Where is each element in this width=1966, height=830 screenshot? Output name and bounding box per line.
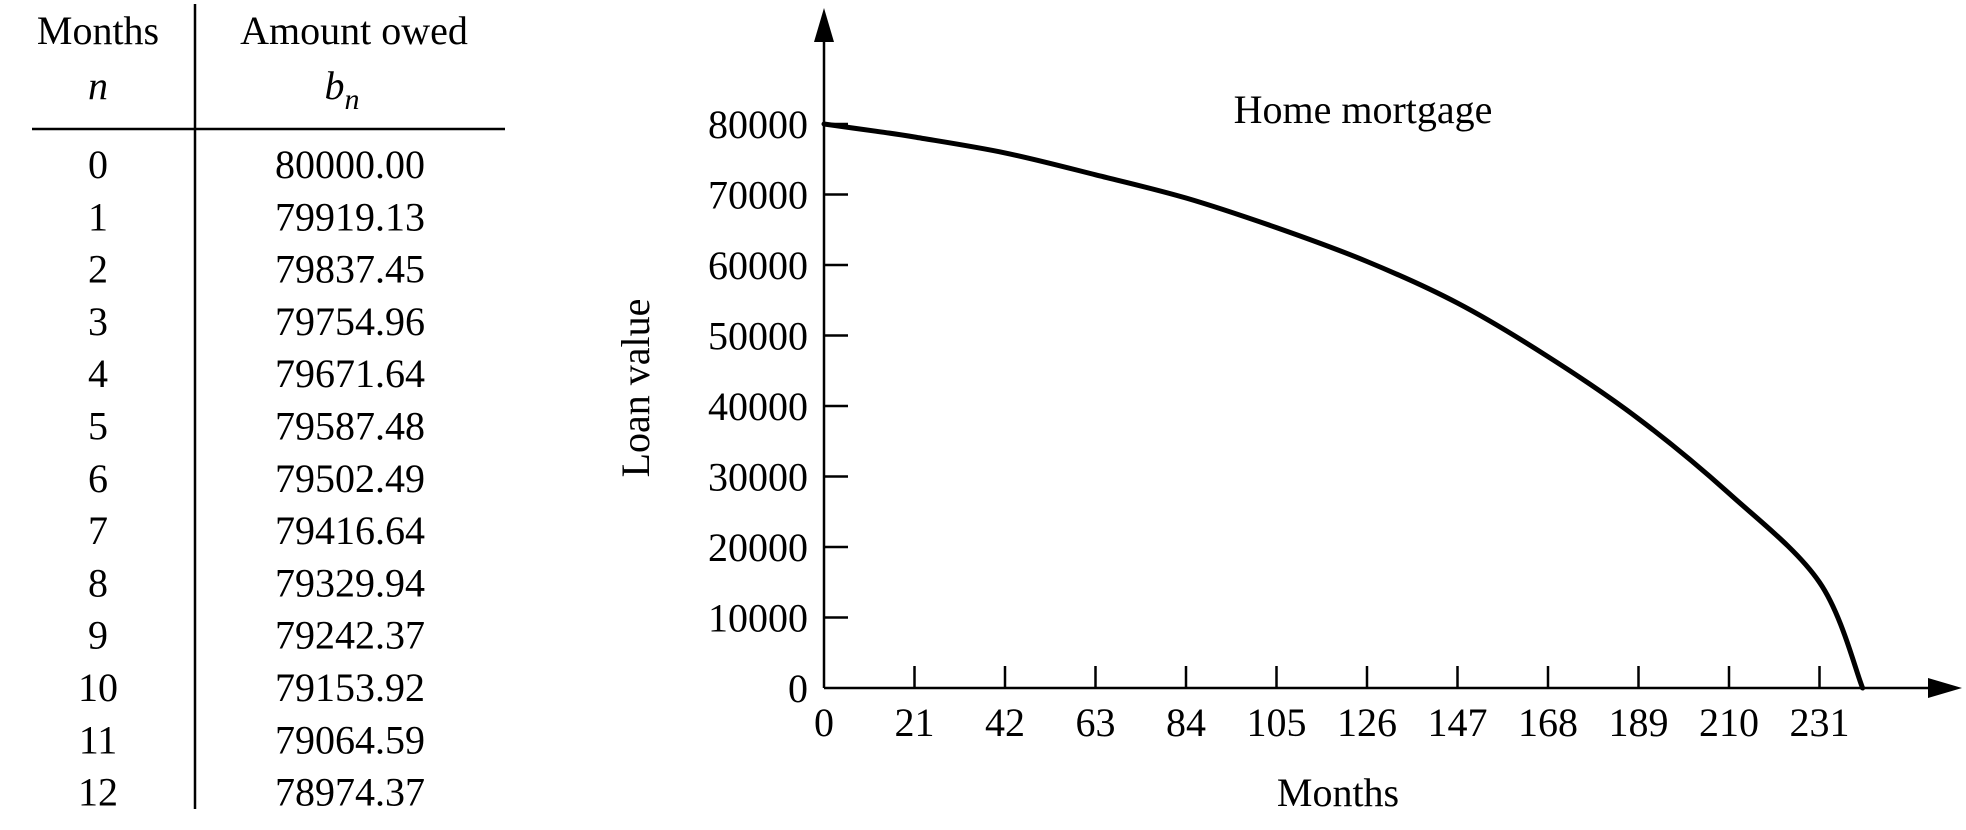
table-col2-symbol-subscript: n (345, 83, 360, 116)
table-col1-header: Months (37, 8, 159, 53)
table-cell-n: 5 (88, 404, 108, 449)
table-col2-symbol: bn (325, 63, 360, 116)
x-tick-label: 42 (985, 700, 1025, 745)
y-tick-label: 30000 (708, 455, 808, 500)
table-cell-amount: 79153.92 (275, 665, 425, 710)
table-cell-amount: 79754.96 (275, 299, 425, 344)
table-cell-amount: 79587.48 (275, 404, 425, 449)
x-tick-label: 231 (1790, 700, 1850, 745)
y-tick-label: 70000 (708, 173, 808, 218)
table-col2-symbol-base: b (325, 63, 345, 108)
table-cell-amount: 79919.13 (275, 194, 425, 239)
table-cell-amount: 79329.94 (275, 560, 425, 605)
y-tick-label: 60000 (708, 243, 808, 288)
table-col1-symbol: n (88, 63, 108, 108)
x-tick-label: 84 (1166, 700, 1206, 745)
y-ticks: 0 10000 20000 30000 40000 50000 60000 70000 8000… (708, 102, 848, 711)
x-ticks: 0 21 42 63 84 105 126 147 168 189 210 231 (814, 666, 1850, 745)
y-tick-label: 10000 (708, 596, 808, 641)
x-axis-label: Months (1277, 770, 1399, 815)
x-tick-label: 189 (1609, 700, 1669, 745)
table-cell-n: 1 (88, 194, 108, 239)
table-cell-amount: 79837.45 (275, 247, 425, 292)
table-cell-amount: 79064.59 (275, 717, 425, 762)
table-cell-n: 9 (88, 613, 108, 658)
chart: Home mortgage Loan value Months 0 21 42 63 8… (613, 8, 1962, 815)
table-cell-amount: 80000.00 (275, 142, 425, 187)
chart-title: Home mortgage (1234, 87, 1493, 132)
y-tick-label: 20000 (708, 525, 808, 570)
table-rows: 0 80000.001 79919.132 79837.453 79754.964 796… (78, 142, 425, 815)
x-tick-label: 210 (1699, 700, 1759, 745)
y-tick-label: 80000 (708, 102, 808, 147)
x-tick-label: 168 (1518, 700, 1578, 745)
y-tick-label: 40000 (708, 384, 808, 429)
table-cell-n: 3 (88, 299, 108, 344)
table-cell-n: 11 (79, 717, 118, 762)
table-cell-amount: 79416.64 (275, 508, 425, 553)
table-cell-amount: 79502.49 (275, 456, 425, 501)
table-cell-n: 7 (88, 508, 108, 553)
y-tick-label: 0 (788, 666, 808, 711)
x-axis-arrowhead (1928, 678, 1962, 698)
x-tick-label: 63 (1076, 700, 1116, 745)
table-cell-amount: 78974.37 (275, 770, 425, 815)
table-cell-amount: 79671.64 (275, 351, 425, 396)
y-tick-label: 50000 (708, 314, 808, 359)
x-tick-label: 0 (814, 700, 834, 745)
x-tick-label: 21 (895, 700, 935, 745)
table-cell-n: 12 (78, 770, 118, 815)
table-cell-n: 2 (88, 247, 108, 292)
table-cell-n: 10 (78, 665, 118, 710)
x-tick-label: 126 (1337, 700, 1397, 745)
table-cell-n: 8 (88, 560, 108, 605)
amount-owed-table: Months n Amount owed bn 0 80000.001 79919.… (32, 4, 505, 815)
x-tick-label: 147 (1428, 700, 1488, 745)
y-axis-arrowhead (814, 8, 834, 42)
table-cell-n: 0 (88, 142, 108, 187)
loan-value-line (821, 121, 1866, 691)
table-cell-n: 4 (88, 351, 108, 396)
table-cell-n: 6 (88, 456, 108, 501)
table-col2-header: Amount owed (240, 8, 468, 53)
x-tick-label: 105 (1247, 700, 1307, 745)
table-cell-amount: 79242.37 (275, 613, 425, 658)
y-axis-label: Loan value (613, 299, 658, 478)
